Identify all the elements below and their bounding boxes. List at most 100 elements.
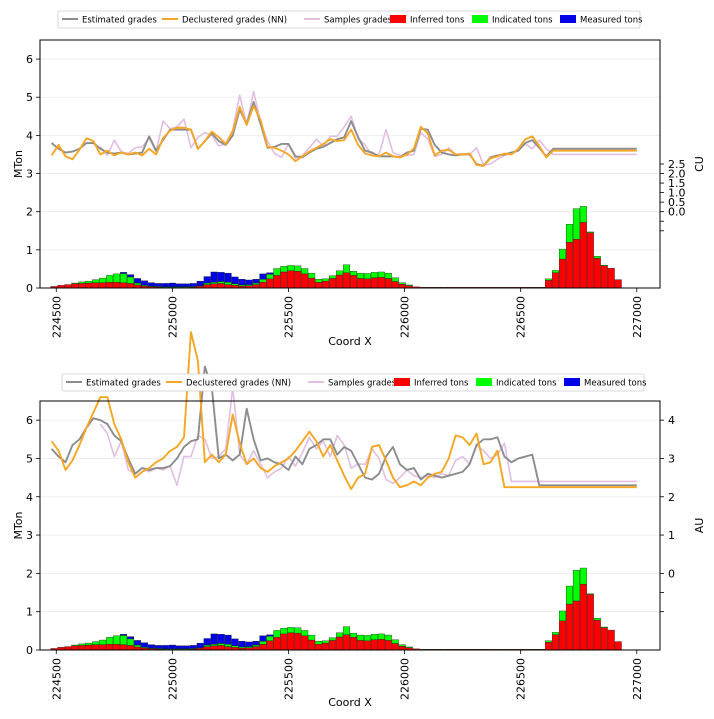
- legend-item-label: Indicated tons: [492, 16, 553, 26]
- bar-inferred: [287, 270, 295, 289]
- bar-indicated: [280, 266, 288, 273]
- bar-indicated: [600, 626, 608, 628]
- bar-measured: [217, 634, 225, 644]
- bar-measured: [231, 276, 239, 284]
- bar-inferred: [350, 637, 357, 651]
- bar-measured: [266, 634, 274, 637]
- bar-inferred: [120, 644, 128, 651]
- bar-inferred: [384, 640, 392, 651]
- bar-indicated: [572, 570, 580, 602]
- legend-swatch: [390, 15, 406, 23]
- bar-indicated: [391, 639, 399, 644]
- bar-indicated: [398, 282, 406, 285]
- x-axis-label: Coord X: [328, 696, 372, 709]
- bar-indicated: [398, 644, 406, 647]
- y2-tick-label: 3: [668, 452, 675, 465]
- bar-measured: [175, 645, 183, 650]
- bar-inferred: [280, 271, 288, 289]
- y-tick-label: 6: [26, 414, 33, 427]
- bar-indicated: [252, 644, 260, 647]
- bar-indicated: [273, 630, 281, 638]
- bar-inferred: [552, 634, 559, 651]
- bar-inferred: [315, 282, 323, 289]
- bar-inferred: [287, 632, 295, 651]
- series-line-estimated-grades: [51, 101, 637, 167]
- x-tick-label: 226000: [399, 658, 412, 700]
- bar-inferred: [545, 280, 553, 289]
- bar-indicated: [329, 637, 337, 641]
- y-tick-label: 2: [26, 567, 33, 580]
- bar-inferred: [579, 222, 587, 289]
- bar-inferred: [377, 639, 385, 651]
- bar-inferred: [92, 644, 100, 651]
- bar-inferred: [217, 283, 225, 289]
- bar-measured: [217, 272, 225, 282]
- bar-inferred: [565, 603, 573, 651]
- bar-indicated: [99, 639, 107, 645]
- bar-indicated: [405, 646, 413, 648]
- y-tick-label: 6: [26, 53, 33, 66]
- bar-inferred: [398, 284, 406, 289]
- y-tick-label: 0: [26, 282, 33, 295]
- y-tick-label: 1: [26, 244, 33, 257]
- y2-tick-label: 2.5: [668, 158, 686, 171]
- bar-indicated: [405, 284, 413, 286]
- x-tick-label: 224500: [50, 658, 63, 700]
- y2-tick-label: 2: [668, 491, 675, 504]
- bar-measured: [161, 283, 169, 288]
- bar-inferred: [600, 265, 608, 289]
- bar-indicated: [384, 634, 392, 641]
- bar-measured: [245, 279, 253, 285]
- bar-indicated: [322, 640, 330, 644]
- bar-inferred: [85, 644, 93, 651]
- bar-indicated: [336, 632, 344, 638]
- bar-measured: [238, 279, 246, 286]
- legend-swatch: [394, 378, 410, 386]
- bar-indicated: [308, 272, 316, 279]
- bar-indicated: [308, 634, 316, 641]
- bar-indicated: [210, 644, 218, 646]
- bar-inferred: [127, 645, 135, 651]
- bar-indicated: [301, 268, 309, 275]
- bar-inferred: [552, 272, 559, 289]
- bar-indicated: [203, 282, 211, 285]
- bar-measured: [175, 283, 183, 288]
- bar-indicated: [363, 635, 371, 641]
- bar-measured: [266, 272, 274, 275]
- bar-measured: [182, 645, 190, 650]
- bar-measured: [196, 642, 204, 648]
- bar-indicated: [356, 272, 364, 279]
- bar-inferred: [607, 267, 615, 289]
- bar-indicated: [350, 632, 357, 638]
- bar-measured: [154, 645, 162, 649]
- bar-inferred: [92, 282, 100, 289]
- x-axis-label: Coord X: [328, 335, 372, 348]
- bar-measured: [168, 644, 176, 650]
- legend-item-label: Declustered grades (NN): [182, 16, 287, 26]
- bar-measured: [134, 278, 142, 284]
- bar-inferred: [545, 642, 553, 651]
- bar-inferred: [280, 633, 288, 651]
- bar-indicated: [384, 272, 392, 279]
- bar-indicated: [203, 644, 211, 647]
- bar-inferred: [329, 278, 337, 289]
- bar-measured: [245, 641, 253, 647]
- bar-inferred: [64, 646, 72, 651]
- bar-measured: [210, 633, 218, 645]
- bar-inferred: [224, 284, 232, 289]
- bar-indicated: [315, 279, 323, 283]
- y2-tick-label: 4: [668, 414, 675, 427]
- bar-indicated: [92, 279, 100, 283]
- bar-inferred: [99, 644, 107, 651]
- bar-measured: [224, 272, 232, 283]
- bar-indicated: [322, 278, 330, 282]
- bar-measured: [141, 280, 148, 286]
- bar-indicated: [113, 635, 121, 645]
- bar-inferred: [106, 644, 114, 651]
- bar-inferred: [252, 646, 260, 651]
- bar-indicated: [280, 627, 288, 635]
- bar-inferred: [301, 635, 309, 651]
- bar-measured: [127, 636, 135, 640]
- bar-indicated: [565, 585, 573, 605]
